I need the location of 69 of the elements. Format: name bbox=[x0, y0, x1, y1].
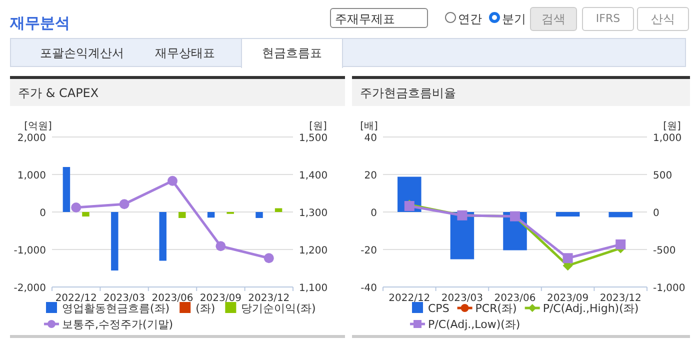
y-axis-title: [배] bbox=[360, 121, 378, 132]
y2-axis-title: [원] bbox=[663, 121, 681, 132]
annotation: 재무상태표 bbox=[155, 45, 215, 62]
y2-tick-label: -500 bbox=[653, 246, 676, 256]
x-tick-label: 2023/06 bbox=[494, 293, 536, 304]
point bbox=[264, 253, 274, 264]
y-tick-label: -2,000 bbox=[14, 283, 46, 294]
y2-tick-label: 500 bbox=[653, 170, 672, 182]
y2-tick-label: 1,300 bbox=[299, 208, 328, 219]
y2-tick-label: 1,500 bbox=[299, 133, 328, 144]
y2-tick-label: 1,000 bbox=[653, 133, 682, 144]
bar bbox=[62, 167, 70, 212]
annotation: 포괄손익계산서 bbox=[40, 45, 124, 62]
annotation: IFRS bbox=[582, 7, 634, 31]
bar bbox=[256, 212, 263, 218]
y-tick-label: 40 bbox=[364, 133, 377, 144]
x-tick-label: 2023/06 bbox=[152, 293, 194, 304]
legend-label: 보통주,수정주가(기말) bbox=[62, 318, 174, 331]
annotation: 재무분석 bbox=[10, 14, 70, 33]
bar bbox=[82, 212, 90, 216]
x-tick-label: 2023/09 bbox=[200, 293, 242, 304]
y-tick-label: -40 bbox=[360, 283, 377, 294]
x-tick-label: 2023/12 bbox=[600, 293, 642, 304]
x-tick-label: 2023/12 bbox=[248, 293, 290, 304]
legend-label: 당기순이익(좌) bbox=[241, 302, 316, 315]
x-tick-label: 2023/03 bbox=[104, 293, 146, 304]
annotation: 산식 bbox=[637, 7, 689, 31]
y2-tick-label: 1,400 bbox=[299, 170, 328, 182]
y2-tick-label: 1,200 bbox=[299, 246, 328, 256]
x-tick-label: 2022/12 bbox=[388, 293, 430, 304]
y2-tick-label: -1,000 bbox=[653, 283, 686, 294]
point bbox=[168, 176, 178, 186]
point bbox=[616, 239, 626, 250]
point bbox=[216, 241, 226, 252]
point bbox=[71, 202, 82, 212]
y-tick-label: 0 bbox=[40, 208, 46, 219]
legend-label: 영업활동현금흐름(좌) bbox=[62, 302, 170, 315]
legend-label: P/C(Adj.,High)(좌) bbox=[542, 302, 639, 315]
annotation: 검색 bbox=[530, 7, 577, 31]
chart-title: 주가현금흐름비율 bbox=[360, 86, 456, 100]
bar bbox=[178, 212, 186, 218]
x-tick-label: 2023/03 bbox=[441, 293, 483, 304]
y-tick-label: 2,000 bbox=[17, 133, 46, 144]
legend-label: CPS bbox=[428, 302, 450, 315]
y-axis-title: [억원] bbox=[24, 121, 52, 132]
annotation: 주재무제표 bbox=[330, 8, 428, 28]
legend-label: (좌) bbox=[196, 302, 216, 315]
bar bbox=[207, 212, 215, 218]
y-tick-label: 20 bbox=[364, 170, 377, 182]
legend-label: PCR(좌) bbox=[475, 302, 517, 315]
chart-title: 주가 & CAPEX bbox=[18, 86, 99, 100]
y-tick-label: 1,000 bbox=[17, 170, 46, 182]
y2-tick-label: 0 bbox=[653, 208, 660, 219]
x-tick-label: 2023/09 bbox=[547, 293, 589, 304]
annotation: 현금흐름표 bbox=[262, 45, 322, 62]
x-tick-label: 2022/12 bbox=[55, 293, 97, 304]
bar bbox=[274, 208, 282, 212]
point bbox=[562, 253, 573, 264]
bar bbox=[111, 212, 118, 270]
y-tick-label: 0 bbox=[370, 208, 377, 219]
bar bbox=[159, 212, 166, 261]
y2-axis-title: [원] bbox=[309, 121, 327, 132]
point bbox=[119, 199, 130, 210]
y-tick-label: -20 bbox=[360, 246, 377, 256]
y-tick-label: -1,000 bbox=[14, 246, 46, 256]
legend-label: P/C(Adj.,Low)(좌) bbox=[428, 318, 520, 331]
annotation: 분기 bbox=[502, 11, 526, 28]
annotation: 연간 bbox=[458, 11, 482, 28]
y2-tick-label: 1,100 bbox=[299, 283, 328, 294]
